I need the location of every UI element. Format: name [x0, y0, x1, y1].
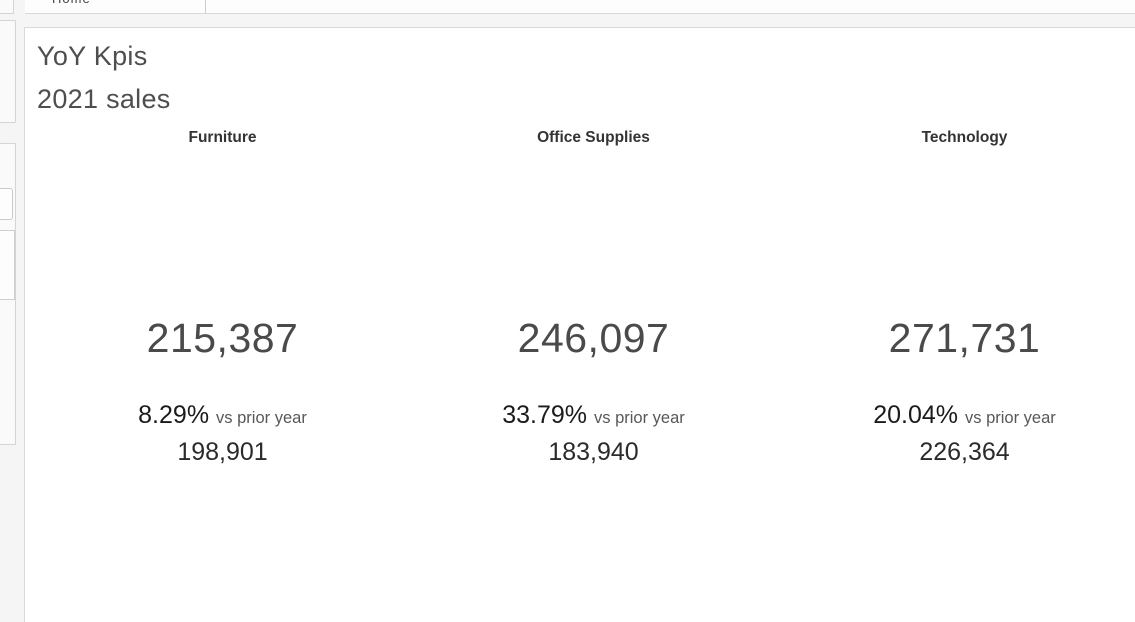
clipped-panel-upper [0, 20, 16, 123]
top-strip-divider [205, 0, 206, 13]
kpi-column-technology: Technology 271,731 20.04% vs prior year … [779, 0, 1135, 622]
dashboard-canvas [24, 27, 1135, 622]
kpi-prior-year-value[interactable]: 183,940 [548, 438, 639, 466]
clipped-panel-top [0, 0, 14, 14]
kpi-pct-row: 20.04% vs prior year [779, 400, 1135, 433]
kpi-prior-year-value[interactable]: 198,901 [177, 438, 268, 466]
dashboard-subtitle: 2021 sales [37, 84, 171, 114]
kpi-pct-row: 33.79% vs prior year [408, 400, 779, 433]
kpi-column-office-supplies: Office Supplies 246,097 33.79% vs prior … [408, 0, 779, 622]
kpi-vs-prior-label: vs prior year [216, 409, 307, 427]
clipped-tab-label[interactable]: Home [52, 0, 91, 6]
clipped-input-field[interactable] [0, 188, 13, 220]
kpi-vs-prior-label: vs prior year [594, 409, 685, 427]
kpi-yoy-percent[interactable]: 8.29% [138, 401, 210, 429]
top-strip: Home [25, 0, 1135, 14]
kpi-category-label[interactable]: Technology [921, 129, 1008, 146]
dashboard-title: YoY Kpis [37, 41, 148, 71]
kpi-prior-year-value[interactable]: 226,364 [919, 438, 1010, 466]
kpi-yoy-percent[interactable]: 20.04% [873, 401, 958, 429]
kpi-column-furniture: Furniture 215,387 8.29% vs prior year 19… [37, 0, 408, 622]
kpi-current-value[interactable]: 246,097 [517, 315, 670, 361]
kpi-category-label[interactable]: Furniture [188, 129, 257, 146]
kpi-vs-prior-label: vs prior year [965, 409, 1056, 427]
kpi-current-value[interactable]: 271,731 [888, 315, 1041, 361]
kpi-current-value[interactable]: 215,387 [146, 315, 299, 361]
kpi-category-label[interactable]: Office Supplies [537, 129, 650, 146]
kpi-pct-row: 8.29% vs prior year [37, 400, 408, 433]
kpi-yoy-percent[interactable]: 33.79% [502, 401, 587, 429]
clipped-listbox[interactable] [0, 230, 15, 300]
